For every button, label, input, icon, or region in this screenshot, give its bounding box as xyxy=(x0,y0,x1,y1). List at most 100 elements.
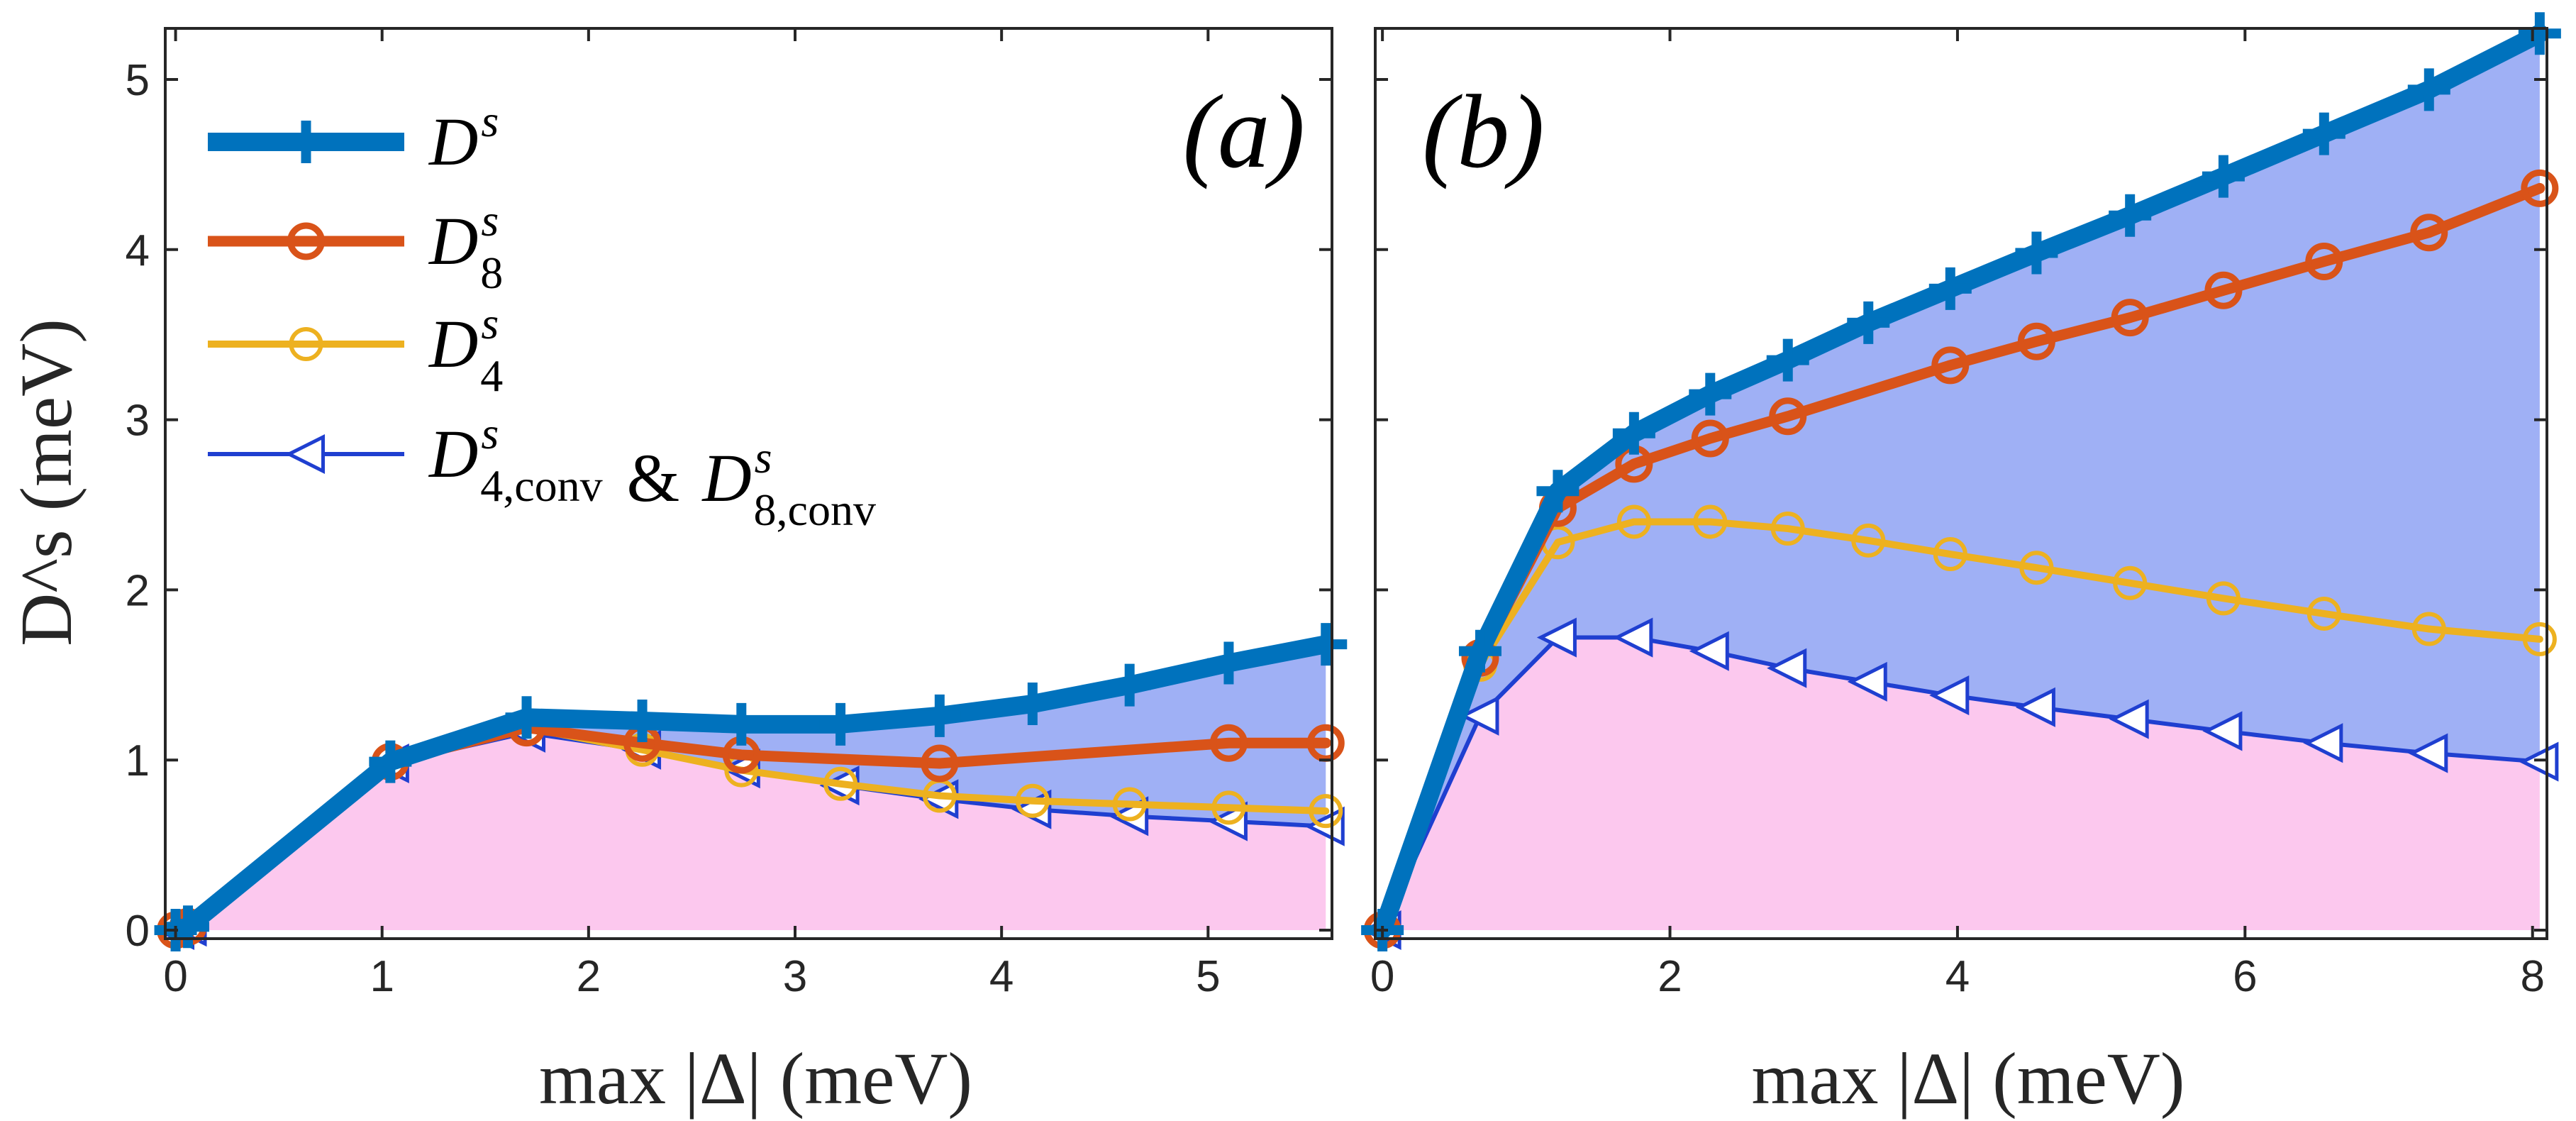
series-d4-point xyxy=(1616,504,1651,539)
series-ds-point xyxy=(2109,194,2152,237)
series-ds-point xyxy=(1928,267,1972,310)
legend-marker-conv xyxy=(284,434,325,475)
series-conv-point xyxy=(1767,648,1807,688)
legend-marker-d8 xyxy=(287,222,325,260)
panel-b-x-axis-title: max |Δ| (meV) xyxy=(1752,1038,2185,1120)
fill-region-lower xyxy=(1382,637,2540,931)
series-ds-point xyxy=(918,694,961,737)
legend-marker-d4 xyxy=(289,327,323,361)
series-conv-point xyxy=(1459,695,1499,736)
x-tick-label: 4 xyxy=(989,952,1014,1001)
legend-label-d8: Ds 8 xyxy=(428,195,503,298)
series-conv-point xyxy=(2408,733,2448,773)
fill-region-upper xyxy=(175,644,1326,931)
series-ds-point xyxy=(1689,372,1732,416)
panel-a: 0 1 2 3 4 5 0 1 2 3 4 5 (a) max |Δ| (meV) xyxy=(126,27,1348,1120)
series-ds-point xyxy=(167,905,210,949)
series-d4-point xyxy=(1211,790,1246,825)
series-ds-point xyxy=(2015,231,2058,275)
series-ds-point xyxy=(819,702,862,746)
x-tick-label: 1 xyxy=(370,952,394,1001)
series-d4-point xyxy=(2306,596,2341,631)
series-ds-point xyxy=(1011,683,1054,726)
x-tick-label: 4 xyxy=(1945,952,1970,1001)
series-d4-point xyxy=(1112,787,1147,822)
y-tick-label: 4 xyxy=(126,226,150,275)
series-d4-point xyxy=(2206,581,2241,616)
series-d8-point xyxy=(921,744,959,783)
series-d8-point xyxy=(1691,419,1729,458)
legend-entry-conv: Ds 4,conv & Ds 8,conv xyxy=(208,408,876,535)
series-d8-point xyxy=(1931,346,1970,385)
y-tick-label: 3 xyxy=(126,397,150,446)
series-ds-point xyxy=(1304,623,1348,666)
series-ds-point xyxy=(1612,412,1655,455)
series-ds xyxy=(154,623,1348,952)
panel-a-x-axis-title: max |Δ| (meV) xyxy=(539,1038,972,1120)
series-conv-point xyxy=(1929,675,1970,716)
y-tick-label: 1 xyxy=(126,736,150,785)
series-conv-point xyxy=(1847,661,1887,702)
series-d8-point xyxy=(2017,322,2055,360)
x-tick-label: 0 xyxy=(1370,952,1394,1001)
series-conv-point xyxy=(2202,711,2243,751)
x-tick-label: 0 xyxy=(163,952,187,1001)
series-d8-point xyxy=(2410,214,2448,252)
series-d4-point xyxy=(2113,565,2148,600)
x-tick-label: 6 xyxy=(2233,952,2257,1001)
panel-a-series xyxy=(154,623,1348,952)
series-d8-point xyxy=(1209,724,1248,762)
series-d4-point xyxy=(1693,504,1728,539)
x-tick-label: 2 xyxy=(1658,952,1682,1001)
series-ds-point xyxy=(2518,12,2561,55)
series-conv-point xyxy=(1613,617,1653,658)
series-d4-point xyxy=(823,766,858,801)
panel-b-ticks: 0 2 4 6 8 xyxy=(1370,28,2547,1001)
series-ds-point xyxy=(720,702,763,746)
legend-marker-ds xyxy=(284,121,328,163)
series-ds-point xyxy=(369,740,412,783)
series-ds-point xyxy=(1458,629,1501,673)
legend-entry-d8: Ds 8 xyxy=(208,195,503,298)
series-d4-point xyxy=(1851,523,1886,558)
panel-a-ticks: 0 1 2 3 4 5 0 1 2 3 4 5 xyxy=(126,28,1332,1001)
series-ds-point xyxy=(621,700,664,743)
panel-a-label: (a) xyxy=(1182,74,1305,190)
series-d4-point xyxy=(1015,783,1050,818)
y-axis-title: D^s (meV) xyxy=(6,319,87,646)
series-d8-point xyxy=(1769,397,1807,436)
panel-b-series xyxy=(1361,12,2561,952)
series-d4-point xyxy=(1933,537,1967,572)
series-ds-point xyxy=(1108,663,1151,707)
series-ds-point xyxy=(2202,155,2245,198)
series-d4-point xyxy=(1770,512,1805,546)
series-d4-point xyxy=(2019,551,2054,585)
fill-region-upper xyxy=(1382,33,2540,931)
series-d4-point xyxy=(2522,622,2557,656)
series-ds-point xyxy=(1536,470,1580,513)
legend-label-conv: Ds 4,conv & Ds 8,conv xyxy=(428,408,876,535)
panel-b: 0 2 4 6 8 (b) max |Δ| (meV) xyxy=(1361,12,2561,1120)
series-ds-point xyxy=(1766,338,1809,382)
panel-a-fill-regions xyxy=(175,644,1326,931)
series-ds-point xyxy=(2407,68,2450,111)
series-d8-point xyxy=(2111,299,2149,337)
series-ds-point xyxy=(2302,112,2345,155)
legend-label-ds: Ds xyxy=(428,96,499,180)
series-ds-line xyxy=(1373,24,2549,940)
panel-b-fill-regions xyxy=(1382,33,2540,931)
y-tick-label: 5 xyxy=(126,56,150,105)
series-conv-point xyxy=(2303,723,2343,763)
panel-a-frame xyxy=(164,27,1333,940)
series-ds-point xyxy=(1207,641,1250,685)
panel-b-frame xyxy=(1374,27,2548,940)
x-tick-label: 5 xyxy=(1196,952,1220,1001)
panel-b-label: (b) xyxy=(1422,74,1545,190)
x-tick-label: 2 xyxy=(577,952,601,1001)
series-conv-point xyxy=(1689,631,1729,671)
legend-label-d4: Ds 4 xyxy=(428,298,503,401)
legend-entry-ds: Ds xyxy=(208,96,499,180)
series-d4-point xyxy=(1309,794,1343,829)
legend: Ds Ds 8Ds 4Ds 4,conv & Ds 8,conv xyxy=(208,96,876,535)
